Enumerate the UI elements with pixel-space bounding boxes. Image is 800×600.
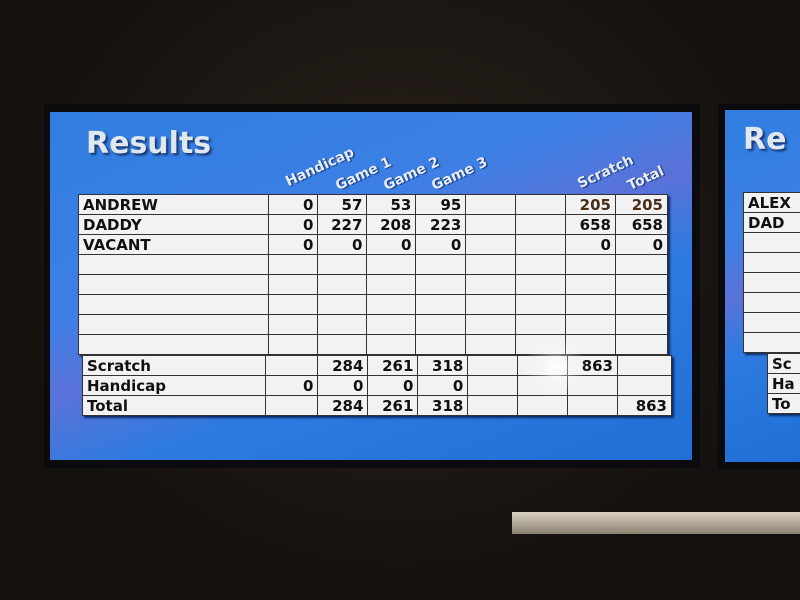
player-scores-table: ANDREW 0 57 53 95 205 205 DADDY 0 227 20… [78, 194, 669, 355]
side-summary-table: Sc Ha To [767, 353, 800, 414]
total-cell [616, 375, 673, 396]
game1-cell: 0 [317, 234, 368, 255]
summary-label: Scratch [82, 355, 266, 376]
empty-cell [517, 395, 569, 416]
handicap-cell: 0 [267, 194, 319, 215]
game3-cell: 318 [417, 355, 469, 376]
game1-cell: 57 [317, 194, 368, 215]
main-scoreboard-screen: Results Handicap Game 1 Game 2 Game 3 Sc… [50, 112, 692, 460]
empty-cell [465, 214, 517, 235]
game2-cell: 0 [367, 375, 419, 396]
game3-cell: 318 [417, 395, 469, 416]
total-cell: 0 [614, 234, 669, 255]
player-name: ALEX [743, 192, 800, 213]
handicap-cell [264, 355, 319, 376]
handicap-cell: 0 [267, 234, 319, 255]
empty-cell [465, 234, 517, 255]
empty-cell [515, 194, 567, 215]
player-name: DADDY [78, 214, 269, 235]
game1-cell: 284 [317, 355, 369, 376]
game3-cell: 95 [415, 194, 467, 215]
empty-row [78, 254, 669, 275]
table-row: DADDY 0 227 208 223 658 658 [78, 214, 669, 235]
summary-label: Ha [767, 373, 800, 394]
player-name: VACANT [78, 234, 269, 255]
summary-label: To [767, 393, 800, 414]
side-title: Re [743, 122, 787, 157]
game2-cell: 53 [366, 194, 417, 215]
handicap-cell [264, 395, 319, 416]
total-cell: 205 [614, 194, 669, 215]
handicap-cell: 0 [264, 375, 319, 396]
game3-cell: 223 [415, 214, 467, 235]
header-scratch: Scratch [575, 152, 637, 192]
summary-label: Handicap [82, 375, 266, 396]
summary-label: Total [82, 395, 266, 416]
scratch-cell: 0 [565, 234, 616, 255]
empty-row [78, 294, 669, 315]
game2-cell: 261 [367, 355, 419, 376]
game1-cell: 227 [317, 214, 368, 235]
empty-cell [467, 355, 519, 376]
summary-label: Sc [767, 353, 800, 374]
empty-row [78, 314, 669, 335]
game1-cell: 0 [317, 375, 369, 396]
game3-cell: 0 [415, 234, 467, 255]
scratch-cell [567, 395, 618, 416]
summary-row-total: Total 284 261 318 863 [82, 395, 673, 416]
side-scoreboard-screen: Re ALEX DAD Sc Ha To [725, 110, 800, 462]
empty-cell [467, 395, 519, 416]
game2-cell: 0 [366, 234, 417, 255]
empty-cell [515, 214, 567, 235]
page-title: Results [86, 126, 212, 161]
summary-row-scratch: Scratch 284 261 318 863 [82, 355, 673, 376]
game2-cell: 208 [366, 214, 417, 235]
total-cell [616, 355, 673, 376]
scratch-cell: 205 [565, 194, 616, 215]
light-fixture [512, 512, 800, 534]
empty-cell [467, 375, 519, 396]
empty-row [78, 274, 669, 295]
player-name: ANDREW [78, 194, 269, 215]
table-row: ANDREW 0 57 53 95 205 205 [78, 194, 669, 215]
handicap-cell: 0 [267, 214, 319, 235]
player-name: DAD [743, 212, 800, 233]
game2-cell: 261 [367, 395, 419, 416]
empty-cell [465, 194, 517, 215]
total-cell: 658 [614, 214, 669, 235]
empty-cell [515, 234, 567, 255]
total-cell: 863 [616, 395, 673, 416]
game1-cell: 284 [317, 395, 369, 416]
light-glare [520, 337, 590, 397]
summary-table: Scratch 284 261 318 863 Handicap 0 0 0 0… [82, 355, 673, 416]
game3-cell: 0 [417, 375, 469, 396]
table-row: VACANT 0 0 0 0 0 0 [78, 234, 669, 255]
scratch-cell: 658 [565, 214, 616, 235]
side-player-table: ALEX DAD [743, 192, 800, 353]
